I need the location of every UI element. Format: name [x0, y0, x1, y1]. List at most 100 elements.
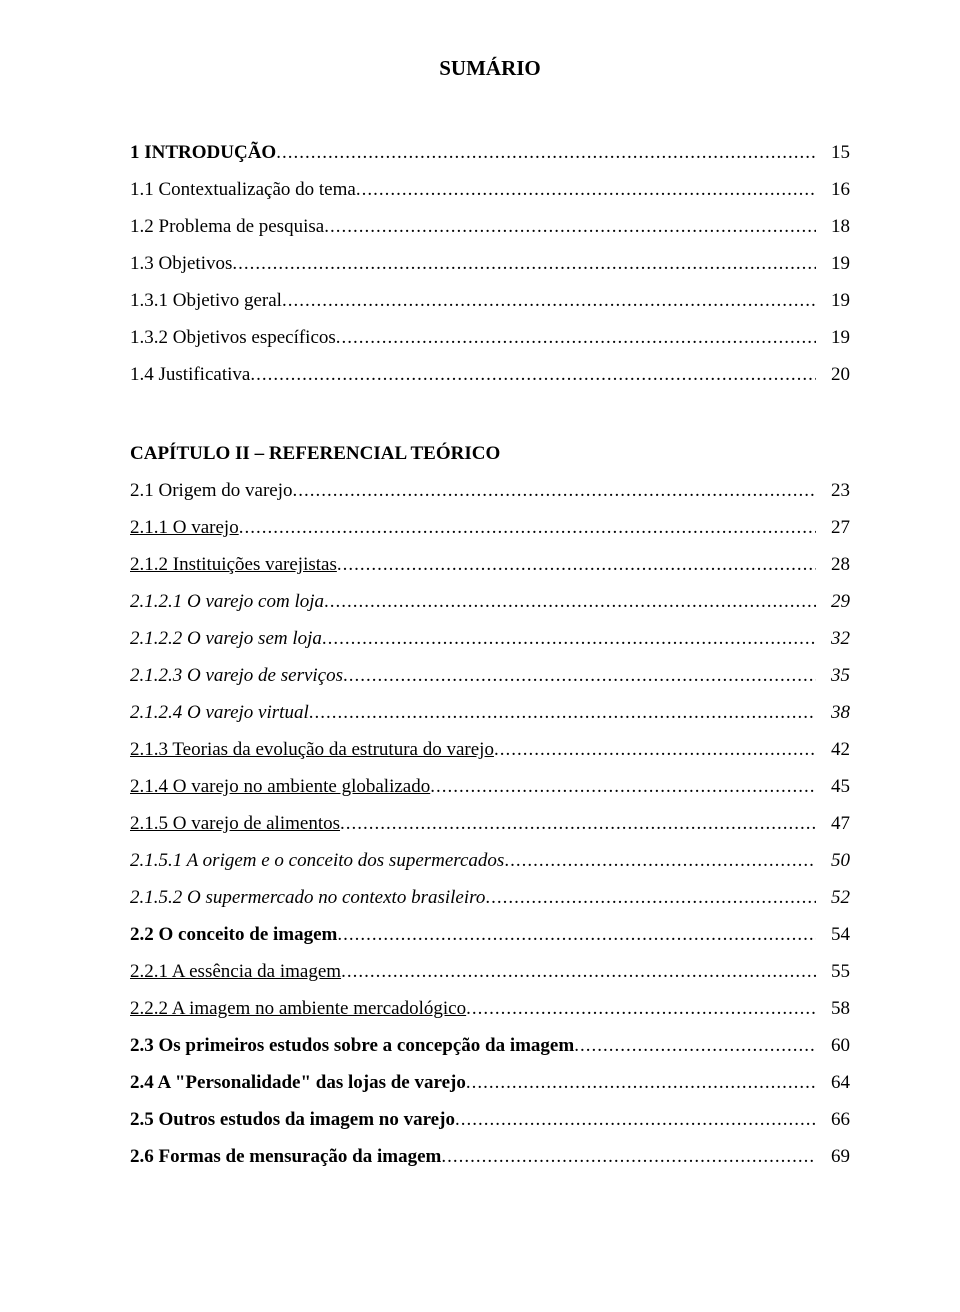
toc-entry-page: 19 [816, 291, 850, 310]
document-page: SUMÁRIO 1 INTRODUÇÃO 15 1.1 Contextualizaç… [0, 0, 960, 1312]
toc-entry: 2.1.4 O varejo no ambiente globalizado 45 [130, 777, 850, 796]
toc-leader-dots [276, 143, 816, 162]
toc-entry-page: 42 [816, 740, 850, 759]
toc-entry-label: 1.3.2 Objetivos específicos [130, 328, 336, 347]
toc-entry-page: 47 [816, 814, 850, 833]
toc-entry-page: 23 [816, 481, 850, 500]
toc-entry-page: 27 [816, 518, 850, 537]
toc-entry-label: 2.2.1 A essência da imagem [130, 962, 341, 981]
toc-entry-page: 35 [816, 666, 850, 685]
toc-entry-label: 1.1 Contextualização do tema [130, 180, 356, 199]
toc-entry: 2.1.3 Teorias da evolução da estrutura d… [130, 740, 850, 759]
toc-entry-label: 2.1.2 Instituições varejistas [130, 555, 337, 574]
toc-leader-dots [441, 1147, 816, 1166]
toc-leader-dots [466, 1073, 816, 1092]
toc-entry-page: 64 [816, 1073, 850, 1092]
toc-entry-label: 2.1.5 O varejo de alimentos [130, 814, 340, 833]
toc-entry: 2.3 Os primeiros estudos sobre a concepç… [130, 1036, 850, 1055]
toc-entry-label: 2.1.3 Teorias da evolução da estrutura d… [130, 740, 494, 759]
toc-entry: 2.1.5.2 O supermercado no contexto brasi… [130, 888, 850, 907]
toc-entry-label: 1.4 Justificativa [130, 365, 250, 384]
toc-entry-label: 2.1.2.3 O varejo de serviços [130, 666, 343, 685]
toc-leader-dots [337, 925, 816, 944]
toc-entry-page: 66 [816, 1110, 850, 1129]
toc-leader-dots [356, 180, 816, 199]
toc-entry-label: 2.6 Formas de mensuração da imagem [130, 1147, 441, 1166]
toc-leader-dots [341, 962, 816, 981]
toc-entry: 2.1.2 Instituições varejistas 28 [130, 555, 850, 574]
toc-entry: 1.3.2 Objetivos específicos 19 [130, 328, 850, 347]
toc-entry-page: 60 [816, 1036, 850, 1055]
toc-entry-page: 32 [816, 629, 850, 648]
toc-leader-dots [309, 703, 816, 722]
toc-entry: 1.2 Problema de pesquisa 18 [130, 217, 850, 236]
toc-entry-label: 2.4 A "Personalidade" das lojas de varej… [130, 1073, 466, 1092]
toc-leader-dots [430, 777, 816, 796]
toc-entry-label: 2.1.4 O varejo no ambiente globalizado [130, 777, 430, 796]
toc-entry: 2.4 A "Personalidade" das lojas de varej… [130, 1073, 850, 1092]
toc-entry-page: 38 [816, 703, 850, 722]
toc-entry-page: 29 [816, 592, 850, 611]
toc-entry: 2.2.2 A imagem no ambiente mercadológico… [130, 999, 850, 1018]
toc-entry-label: 2.1.2.4 O varejo virtual [130, 703, 309, 722]
toc-leader-dots [337, 555, 816, 574]
toc-leader-dots [282, 291, 816, 310]
toc-entry-page: 18 [816, 217, 850, 236]
toc-entry-label: CAPÍTULO II – REFERENCIAL TEÓRICO [130, 444, 500, 463]
toc-entry-label: 2.1.1 O varejo [130, 518, 239, 537]
toc-entry: CAPÍTULO II – REFERENCIAL TEÓRICO [130, 444, 850, 463]
section-gap [130, 402, 850, 444]
toc-entry-label: 1 INTRODUÇÃO [130, 143, 276, 162]
toc-entry-page: 16 [816, 180, 850, 199]
toc-entry: 2.1.2.2 O varejo sem loja 32 [130, 629, 850, 648]
page-title: SUMÁRIO [130, 56, 850, 81]
toc-entry-page: 69 [816, 1147, 850, 1166]
toc-leader-dots [574, 1036, 816, 1055]
toc-entry-page: 15 [816, 143, 850, 162]
toc-entry-label: 2.1 Origem do varejo [130, 481, 293, 500]
toc-entry-label: 2.1.5.2 O supermercado no contexto brasi… [130, 888, 485, 907]
toc-entry-label: 2.2.2 A imagem no ambiente mercadológico [130, 999, 466, 1018]
toc-entry: 2.1.1 O varejo 27 [130, 518, 850, 537]
toc-entry-page: 58 [816, 999, 850, 1018]
toc-entry: 2.1.2.1 O varejo com loja 29 [130, 592, 850, 611]
toc-leader-dots [455, 1110, 816, 1129]
toc-entry-label: 2.3 Os primeiros estudos sobre a concepç… [130, 1036, 574, 1055]
toc-leader-dots [324, 217, 816, 236]
toc-entry-label: 2.5 Outros estudos da imagem no varejo [130, 1110, 455, 1129]
toc-entry: 2.2 O conceito de imagem 54 [130, 925, 850, 944]
toc-leader-dots [250, 365, 816, 384]
toc-leader-dots [322, 629, 816, 648]
toc-entry-label: 2.1.2.1 O varejo com loja [130, 592, 324, 611]
toc-entry: 2.2.1 A essência da imagem 55 [130, 962, 850, 981]
toc-entry-page: 28 [816, 555, 850, 574]
toc-leader-dots [336, 328, 816, 347]
toc-entry: 1.4 Justificativa 20 [130, 365, 850, 384]
toc-leader-dots [485, 888, 816, 907]
toc-entry: 2.1.2.4 O varejo virtual 38 [130, 703, 850, 722]
toc-entry: 2.1.5 O varejo de alimentos 47 [130, 814, 850, 833]
toc-entry-page: 20 [816, 365, 850, 384]
toc-leader-dots [504, 851, 816, 870]
toc-leader-dots [232, 254, 816, 273]
toc-entry-page: 19 [816, 254, 850, 273]
toc-entry-label: 1.2 Problema de pesquisa [130, 217, 324, 236]
toc-entry: 1.1 Contextualização do tema 16 [130, 180, 850, 199]
toc-leader-dots [494, 740, 816, 759]
toc-entry-page: 54 [816, 925, 850, 944]
toc-entry-label: 2.1.2.2 O varejo sem loja [130, 629, 322, 648]
toc-leader-dots [239, 518, 816, 537]
toc-entry: 2.1.5.1 A origem e o conceito dos superm… [130, 851, 850, 870]
toc-leader-dots [466, 999, 816, 1018]
toc-leader-dots [324, 592, 816, 611]
toc-list: 1 INTRODUÇÃO 15 1.1 Contextualização do te… [130, 143, 850, 1166]
toc-entry: 2.6 Formas de mensuração da imagem 69 [130, 1147, 850, 1166]
toc-entry-page: 19 [816, 328, 850, 347]
toc-entry-label: 2.2 O conceito de imagem [130, 925, 337, 944]
toc-entry-page: 45 [816, 777, 850, 796]
toc-entry-page: 55 [816, 962, 850, 981]
toc-entry: 1.3.1 Objetivo geral19 [130, 291, 850, 310]
toc-entry-page: 52 [816, 888, 850, 907]
toc-entry-label: 2.1.5.1 A origem e o conceito dos superm… [130, 851, 504, 870]
toc-leader-dots [293, 481, 816, 500]
